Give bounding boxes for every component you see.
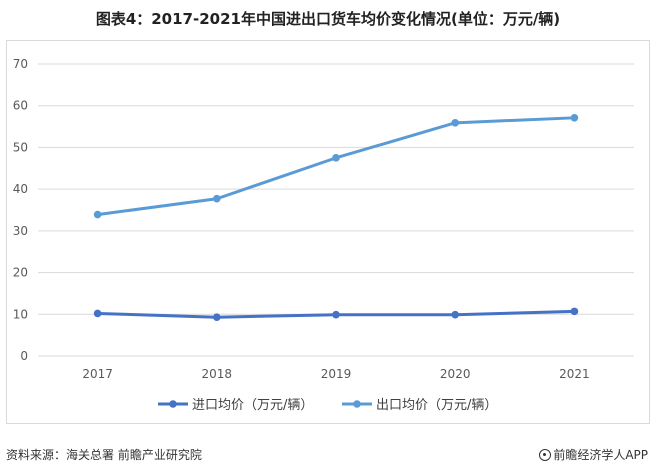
legend: 进口均价（万元/辆） 出口均价（万元/辆） bbox=[158, 398, 497, 413]
series-1-point-2021 bbox=[570, 114, 579, 122]
series-lines bbox=[93, 114, 579, 322]
y-tick-label-50: 50 bbox=[13, 140, 28, 154]
series-1-point-2020 bbox=[451, 119, 460, 127]
y-tick-label-70: 70 bbox=[13, 57, 28, 71]
y-tick-label-40: 40 bbox=[13, 182, 28, 196]
y-axis-ticks: 0 10 20 30 40 50 60 70 bbox=[13, 57, 28, 363]
x-tick-label-2021: 2021 bbox=[559, 367, 590, 381]
legend-marker-0 bbox=[169, 400, 177, 408]
brand-credit: 前瞻经济学人APP bbox=[539, 446, 648, 463]
y-tick-label-0: 0 bbox=[20, 349, 28, 363]
series-line-1 bbox=[97, 116, 575, 217]
x-tick-label-2019: 2019 bbox=[321, 367, 352, 381]
series-0-point-2020 bbox=[451, 310, 460, 319]
x-tick-label-2017: 2017 bbox=[82, 367, 113, 381]
legend-marker-1 bbox=[353, 400, 361, 408]
x-tick-label-2020: 2020 bbox=[440, 367, 471, 381]
series-0-point-2019 bbox=[332, 310, 340, 319]
x-axis-ticks: 2017 2018 2019 2020 2021 bbox=[82, 367, 589, 381]
series-1-point-2018 bbox=[213, 194, 221, 203]
series-1-point-2017 bbox=[93, 210, 102, 219]
y-tick-label-20: 20 bbox=[13, 266, 28, 280]
x-tick-label-2018: 2018 bbox=[202, 367, 233, 381]
brand-name: 前瞻经济学人APP bbox=[553, 448, 648, 462]
y-tick-label-30: 30 bbox=[13, 224, 28, 238]
series-0-point-2017 bbox=[93, 309, 102, 318]
y-tick-label-60: 60 bbox=[13, 99, 28, 113]
line-chart: 0 10 20 30 40 50 60 70 2017 2018 2019 2020 2021 进口均… bbox=[13, 57, 634, 413]
series-0-point-2018 bbox=[213, 313, 221, 322]
legend-label-0: 进口均价（万元/辆） bbox=[192, 398, 313, 413]
legend-label-1: 出口均价（万元/辆） bbox=[376, 398, 497, 413]
source-note: 资料来源：海关总署 前瞻产业研究院 bbox=[6, 448, 202, 462]
series-0-point-2021 bbox=[570, 307, 579, 316]
qianzhan-logo-icon bbox=[539, 448, 552, 461]
series-1-point-2019 bbox=[332, 154, 340, 162]
chart-frame bbox=[6, 40, 650, 424]
chart-title: 图表4：2017-2021年中国进出口货车均价变化情况(单位：万元/辆) bbox=[95, 10, 561, 28]
y-tick-label-10: 10 bbox=[13, 307, 28, 321]
